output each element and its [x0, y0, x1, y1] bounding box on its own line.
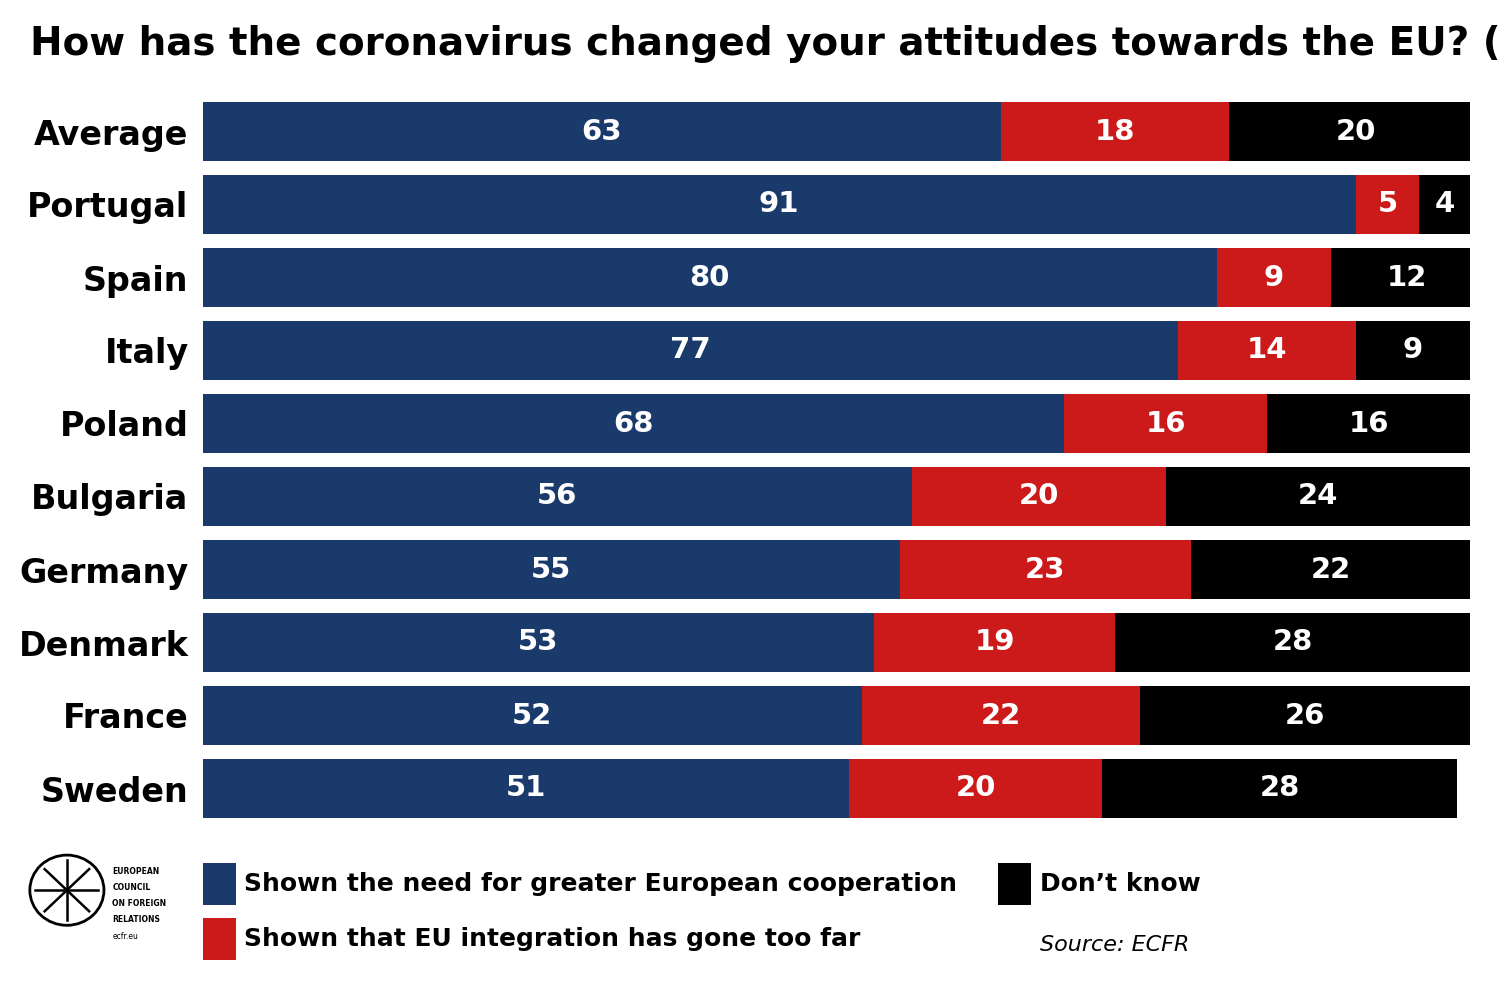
Text: 20: 20 [1335, 117, 1376, 145]
Text: 5: 5 [1377, 190, 1398, 219]
Text: 22: 22 [1311, 556, 1350, 584]
Bar [1268, 394, 1470, 453]
Bar [202, 248, 1216, 307]
Bar [202, 759, 849, 818]
Bar [202, 686, 861, 745]
Text: Shown the need for greater European cooperation: Shown the need for greater European coop… [244, 872, 957, 896]
Bar [1228, 102, 1482, 161]
Text: 26: 26 [1286, 702, 1326, 730]
Bar [874, 613, 1114, 672]
Text: 22: 22 [981, 702, 1022, 730]
Text: Source: ECFR: Source: ECFR [1040, 935, 1190, 955]
Text: EUROPEAN: EUROPEAN [112, 867, 159, 876]
Bar [1216, 248, 1330, 307]
Text: 16: 16 [1146, 410, 1186, 438]
Text: 51: 51 [506, 774, 546, 802]
Text: 28: 28 [1260, 774, 1300, 802]
Bar [900, 540, 1191, 599]
Bar [1356, 175, 1419, 234]
Text: 20: 20 [1019, 483, 1059, 510]
Text: RELATIONS: RELATIONS [112, 915, 160, 924]
Text: 12: 12 [1386, 263, 1426, 292]
Text: 9: 9 [1263, 263, 1284, 292]
Bar [1166, 467, 1470, 526]
Bar [912, 467, 1166, 526]
Bar [1000, 102, 1228, 161]
Bar [1114, 613, 1470, 672]
Bar [1356, 321, 1470, 380]
Text: 53: 53 [518, 629, 558, 656]
Text: 56: 56 [537, 483, 578, 510]
Bar [202, 321, 1179, 380]
Text: 28: 28 [1272, 629, 1312, 656]
Text: 16: 16 [1348, 410, 1389, 438]
Text: How has the coronavirus changed your attitudes towards the EU? (%): How has the coronavirus changed your att… [30, 25, 1500, 63]
Text: 68: 68 [614, 410, 654, 438]
Bar [202, 467, 912, 526]
Text: Don’t know: Don’t know [1040, 872, 1200, 896]
Bar [1330, 248, 1482, 307]
Text: 77: 77 [670, 336, 711, 364]
Text: 18: 18 [1095, 117, 1136, 145]
Bar [1191, 540, 1470, 599]
Text: ON FOREIGN: ON FOREIGN [112, 899, 166, 908]
Bar [202, 102, 1000, 161]
Bar [1065, 394, 1268, 453]
Text: 20: 20 [956, 774, 996, 802]
Text: 80: 80 [690, 263, 729, 292]
Text: 14: 14 [1246, 336, 1287, 364]
Text: 91: 91 [759, 190, 800, 219]
Bar [1179, 321, 1356, 380]
Bar [202, 540, 900, 599]
Text: COUNCIL: COUNCIL [112, 883, 150, 892]
Text: 19: 19 [975, 629, 1016, 656]
Bar [1140, 686, 1470, 745]
Text: 63: 63 [582, 117, 622, 145]
Text: ecfr.eu: ecfr.eu [112, 932, 138, 941]
Bar [202, 613, 874, 672]
Text: 52: 52 [512, 702, 552, 730]
Text: 24: 24 [1298, 483, 1338, 510]
Text: 55: 55 [531, 556, 572, 584]
Text: 9: 9 [1402, 336, 1423, 364]
Text: Shown that EU integration has gone too far: Shown that EU integration has gone too f… [244, 927, 861, 951]
Bar [202, 394, 1065, 453]
Text: 4: 4 [1434, 190, 1455, 219]
Bar [202, 175, 1356, 234]
Bar [1102, 759, 1458, 818]
Text: 23: 23 [1024, 556, 1065, 584]
Bar [849, 759, 1102, 818]
Bar [861, 686, 1140, 745]
Bar [1419, 175, 1470, 234]
